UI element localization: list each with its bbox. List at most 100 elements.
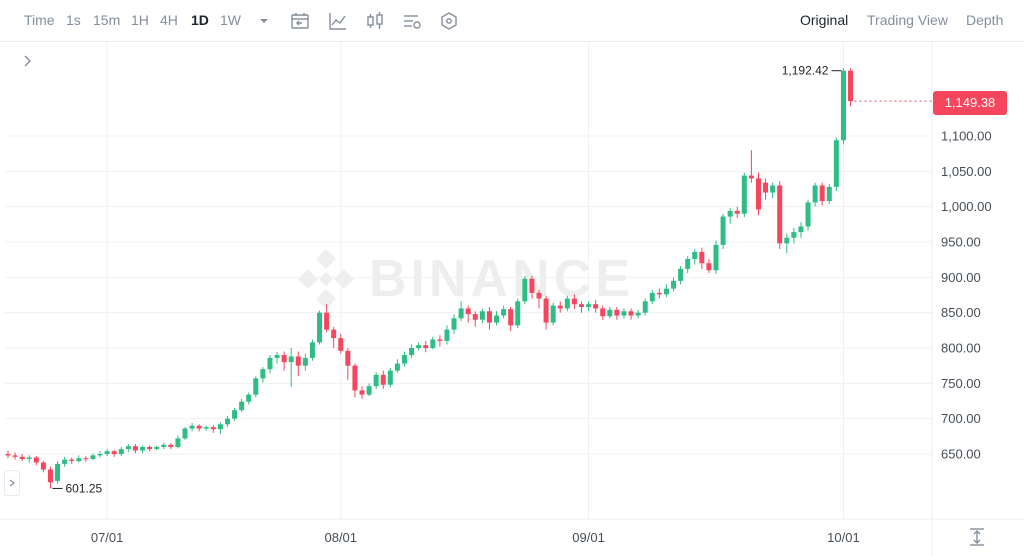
candle-body: [798, 226, 804, 233]
candle-body: [140, 446, 146, 451]
candle: [224, 415, 230, 428]
settings-icon[interactable]: [401, 10, 423, 32]
candle: [840, 68, 846, 145]
chevron-right-icon[interactable]: [20, 52, 36, 70]
candle-body: [777, 185, 783, 244]
candle-body: [423, 345, 429, 348]
candle: [685, 256, 691, 274]
interval-time[interactable]: Time: [24, 12, 55, 28]
candle: [302, 353, 308, 371]
candle-body: [76, 458, 82, 462]
candle-body: [217, 424, 223, 430]
candle-body: [748, 175, 754, 179]
candle: [741, 172, 747, 218]
candle: [649, 290, 655, 305]
candle: [239, 398, 245, 413]
candle-body: [437, 339, 443, 341]
candle: [366, 383, 372, 397]
candle: [12, 452, 18, 460]
tab-trading-view[interactable]: Trading View: [867, 12, 948, 28]
candle-body: [125, 446, 131, 450]
candle-body: [713, 244, 719, 271]
candle: [387, 367, 393, 388]
candle-body: [203, 427, 209, 429]
candle: [812, 182, 818, 207]
candle: [189, 422, 195, 432]
candle: [196, 424, 202, 432]
price-axis: 1,100.00 1,050.00 1,000.00 950.00 900.00 850.…: [941, 129, 992, 462]
candle-body: [324, 312, 330, 330]
candle-body: [515, 301, 521, 326]
y-tick-label: 1,100.00: [941, 129, 992, 144]
candle-body: [763, 182, 769, 193]
candle: [288, 348, 294, 387]
hexagon-settings-icon[interactable]: [438, 10, 460, 32]
candle-body: [840, 70, 846, 141]
candle: [628, 308, 634, 320]
candle: [614, 307, 620, 320]
candle-body: [147, 446, 153, 450]
candle-body: [430, 339, 436, 348]
candle: [671, 277, 677, 292]
tab-original[interactable]: Original: [800, 12, 849, 28]
side-panel-toggle[interactable]: [4, 470, 20, 496]
candle-body: [635, 312, 641, 316]
time-axis: 07/01 08/01 09/01 10/01: [91, 530, 860, 545]
candles: [5, 68, 854, 489]
interval-1w[interactable]: 1W: [220, 12, 241, 28]
auto-scale-icon[interactable]: [966, 526, 988, 548]
candle-body: [621, 311, 627, 316]
candle: [699, 247, 705, 269]
candle-body: [833, 140, 839, 187]
candle-body: [387, 370, 393, 385]
tab-depth[interactable]: Depth: [966, 12, 1004, 28]
candle: [578, 301, 584, 313]
candle: [132, 444, 138, 454]
candle: [161, 442, 167, 450]
chevron-right-small-icon: [9, 479, 15, 487]
date-range-icon[interactable]: [289, 10, 311, 32]
candle: [713, 240, 719, 274]
candle-body: [47, 469, 53, 483]
y-tick-label: 1,050.00: [941, 164, 992, 179]
candle-body: [550, 305, 556, 323]
candle-type-icon[interactable]: [364, 10, 386, 32]
candle: [848, 68, 854, 107]
candle: [62, 456, 68, 467]
candle-body: [543, 298, 549, 323]
candlestick-chart[interactable]: 1,192.42 601.25 1,100.00 1,050.00 1,000.00 9…: [0, 42, 1024, 556]
candle-body: [239, 401, 245, 411]
candle-body: [465, 308, 471, 315]
interval-4h[interactable]: 4H: [160, 12, 178, 28]
interval-1d[interactable]: 1D: [191, 12, 209, 28]
indicator-icon[interactable]: [327, 10, 349, 32]
candle-body: [168, 444, 174, 447]
candle-body: [5, 454, 11, 456]
candle: [600, 305, 606, 320]
candle: [508, 307, 514, 332]
interval-15m[interactable]: 15m: [93, 12, 121, 28]
candle: [97, 451, 103, 458]
candle: [720, 213, 726, 250]
candle: [154, 445, 160, 451]
candle-body: [394, 363, 400, 371]
interval-1s[interactable]: 1s: [66, 12, 81, 28]
candle-body: [529, 278, 535, 293]
candle-body: [380, 374, 386, 385]
high-price-label: 1,192.42: [782, 64, 829, 78]
candle: [111, 449, 117, 457]
candle: [125, 444, 131, 452]
candle-body: [33, 457, 39, 463]
interval-dropdown-icon[interactable]: [253, 10, 275, 32]
y-tick-label: 700.00: [941, 411, 981, 426]
interval-1h[interactable]: 1H: [131, 12, 149, 28]
candle-body: [706, 263, 712, 271]
candle: [763, 178, 769, 200]
candle: [147, 445, 153, 452]
candle: [451, 314, 457, 334]
candle: [338, 333, 344, 354]
candle-body: [755, 178, 761, 210]
candle: [409, 344, 415, 358]
candle-body: [451, 318, 457, 330]
candle: [465, 305, 471, 323]
